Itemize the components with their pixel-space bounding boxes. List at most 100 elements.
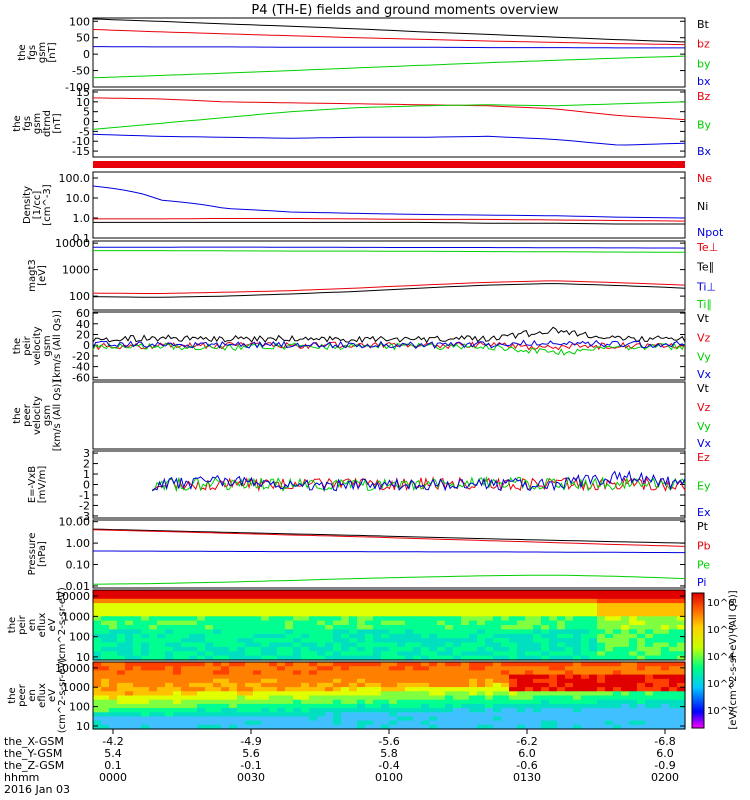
heatmap-cell <box>405 611 414 617</box>
y-tick-label: 15 <box>76 86 90 99</box>
heatmap-cell <box>381 678 390 684</box>
heatmap-cell <box>653 611 662 617</box>
heatmap-cell <box>349 620 358 626</box>
heatmap-cell <box>429 590 438 595</box>
heatmap-cell <box>101 625 110 630</box>
heatmap-cell <box>141 629 150 635</box>
heatmap-cell <box>333 687 342 692</box>
heatmap-cell <box>581 607 590 613</box>
heatmap-cell <box>453 651 462 657</box>
heatmap-cell <box>221 611 230 617</box>
heatmap-cell <box>677 691 686 697</box>
heatmap-cell <box>445 699 454 705</box>
heatmap-cell <box>141 666 150 671</box>
heatmap-cell <box>397 682 406 688</box>
heatmap-cell <box>557 651 566 657</box>
heatmap-cell <box>613 720 622 726</box>
heatmap-cell <box>581 708 590 713</box>
heatmap-cell <box>541 611 550 617</box>
heatmap-cell <box>621 720 630 726</box>
heatmap-cell <box>149 703 158 709</box>
heatmap-cell <box>293 590 302 595</box>
heatmap-cell <box>197 682 206 688</box>
heatmap-cell <box>213 590 222 595</box>
heatmap-cell <box>605 616 614 622</box>
heatmap-cell <box>333 678 342 684</box>
heatmap-cell <box>213 620 222 626</box>
heatmap-cell <box>229 708 238 713</box>
x-tick-label: 0130 <box>513 771 541 784</box>
heatmap-cell <box>365 724 374 730</box>
heatmap-cell <box>621 655 630 661</box>
heatmap-cell <box>317 655 326 661</box>
heatmap-cell <box>133 594 142 600</box>
heatmap-cell <box>645 629 654 635</box>
heatmap-cell <box>677 651 686 657</box>
y-axis-label: [1/cc] <box>32 191 43 220</box>
heatmap-cell <box>309 646 318 652</box>
colorbar-tick-label: 10^3 <box>707 679 734 690</box>
heatmap-cell <box>645 625 654 630</box>
heatmap-cell <box>357 633 366 639</box>
x-tick-label: 5.4 <box>104 747 122 760</box>
heatmap-cell <box>549 703 558 709</box>
heatmap-cell <box>597 646 606 652</box>
heatmap-cell <box>637 662 646 667</box>
heatmap-cell <box>621 646 630 652</box>
heatmap-cell <box>661 724 670 730</box>
heatmap-cell <box>173 691 182 697</box>
heatmap-cell <box>173 646 182 652</box>
heatmap-cell <box>605 666 614 671</box>
heatmap-cell <box>101 642 110 648</box>
heatmap-cell <box>589 598 598 604</box>
heatmap-cell <box>581 682 590 688</box>
heatmap-cell <box>533 616 542 622</box>
heatmap-cell <box>301 646 310 652</box>
heatmap-cell <box>621 703 630 709</box>
heatmap-cell <box>397 674 406 680</box>
heatmap-cell <box>293 655 302 661</box>
heatmap-cell <box>149 724 158 730</box>
heatmap-cell <box>413 646 422 652</box>
heatmap-cell <box>469 703 478 709</box>
heatmap-cell <box>301 691 310 697</box>
heatmap-cell <box>237 594 246 600</box>
heatmap-cell <box>229 625 238 630</box>
heatmap-cell <box>533 598 542 604</box>
heatmap-cell <box>165 670 174 676</box>
heatmap-cell <box>677 687 686 692</box>
y-tick-label: -1 <box>79 489 90 502</box>
heatmap-cell <box>189 687 198 692</box>
heatmap-cell <box>437 651 446 657</box>
heatmap-cell <box>253 607 262 613</box>
heatmap-cell <box>173 662 182 667</box>
heatmap-cell <box>341 687 350 692</box>
heatmap-cell <box>109 703 118 709</box>
heatmap-cell <box>389 662 398 667</box>
heatmap-cell <box>93 724 102 730</box>
heatmap-cell <box>533 666 542 671</box>
heatmap-cell <box>549 691 558 697</box>
heatmap-cell <box>349 616 358 622</box>
heatmap-cell <box>581 666 590 671</box>
heatmap-cell <box>653 708 662 713</box>
heatmap-cell <box>309 607 318 613</box>
heatmap-cell <box>149 590 158 595</box>
heatmap-cell <box>373 682 382 688</box>
heatmap-cell <box>453 703 462 709</box>
heatmap-cell <box>413 708 422 713</box>
heatmap-cell <box>141 682 150 688</box>
heatmap-cell <box>301 594 310 600</box>
heatmap-cell <box>413 611 422 617</box>
heatmap-cell <box>429 720 438 726</box>
heatmap-cell <box>629 708 638 713</box>
heatmap-cell <box>189 703 198 709</box>
heatmap-cell <box>477 629 486 635</box>
heatmap-cell <box>421 655 430 661</box>
heatmap-cell <box>629 629 638 635</box>
heatmap-cell <box>405 670 414 676</box>
heatmap-cell <box>501 598 510 604</box>
heatmap-cell <box>541 646 550 652</box>
heatmap-cell <box>437 594 446 600</box>
